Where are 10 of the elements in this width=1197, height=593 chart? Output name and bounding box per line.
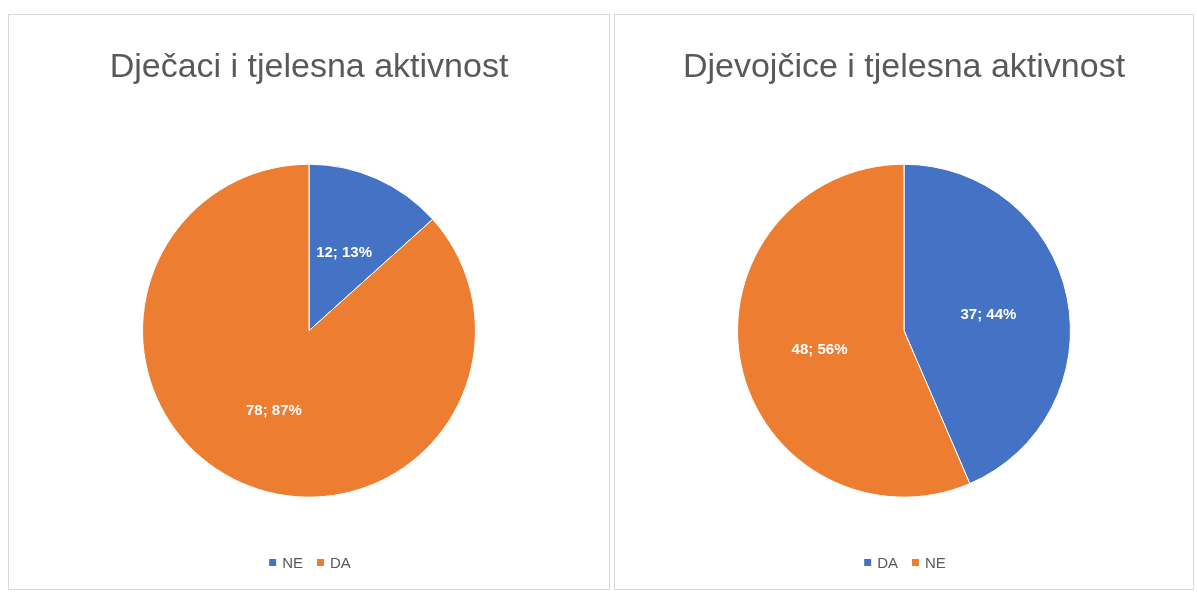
data-label: 48; 56%: [791, 339, 848, 357]
data-label: 12; 13%: [316, 243, 373, 261]
data-label: 37; 44%: [960, 304, 1017, 322]
legend-label: DA: [877, 554, 899, 571]
legend-label: DA: [330, 554, 351, 571]
chart-title: Djevojčice i tjelesna aktivnost: [682, 46, 1126, 84]
legend-label: NE: [282, 554, 304, 571]
chart-title: Dječaci i tjelesna aktivnost: [109, 46, 509, 84]
legend-label: NE: [925, 554, 946, 571]
data-label: 78; 87%: [245, 400, 302, 418]
